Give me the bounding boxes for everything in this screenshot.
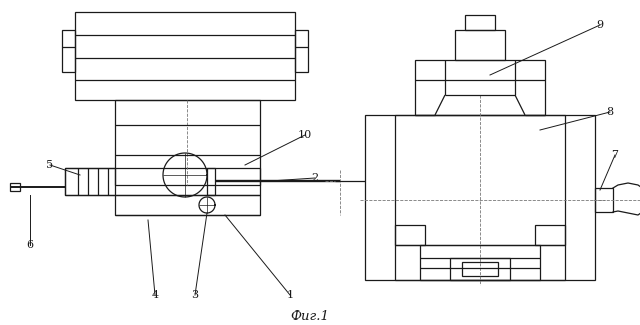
Text: 10: 10: [298, 130, 312, 140]
Text: 3: 3: [191, 290, 198, 300]
Text: 2: 2: [312, 173, 319, 183]
Text: Фиг.1: Фиг.1: [291, 309, 330, 322]
Text: 4: 4: [152, 290, 159, 300]
Text: 6: 6: [26, 240, 33, 250]
Text: 9: 9: [596, 20, 604, 30]
Text: 7: 7: [611, 150, 618, 160]
Text: 5: 5: [47, 160, 54, 170]
Text: 1: 1: [287, 290, 294, 300]
Text: 8: 8: [607, 107, 614, 117]
